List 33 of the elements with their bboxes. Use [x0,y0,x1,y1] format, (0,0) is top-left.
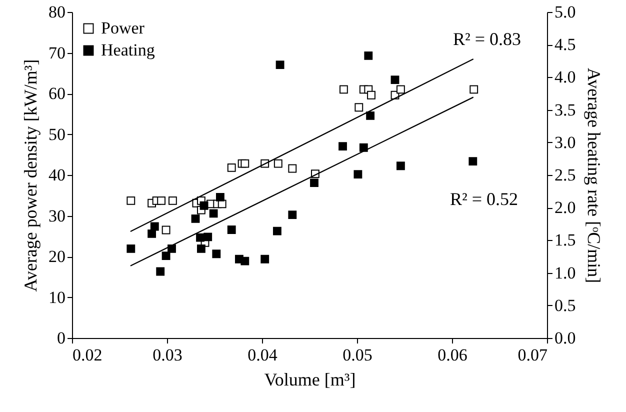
y2-tick-label: 3.0 [554,132,576,152]
y2-tick-label: 1.5 [554,230,576,250]
x-tick-label: 0.05 [342,346,372,364]
legend-label: Power [101,18,145,38]
y-tick-label: 80 [48,2,66,22]
y-axis-title: Average power density [kW/m³] [20,59,40,292]
x-tick-label: 0.06 [438,346,468,364]
y2-tick-label: 2.5 [554,166,576,184]
y-tick-label: 0 [57,328,66,348]
x-tick-label: 0.04 [248,346,278,364]
y2-tick-label: 5.0 [554,2,576,22]
y2-tick-label: 0.5 [554,296,576,315]
y-tick-label: 20 [48,247,66,266]
y-tick-label: 10 [48,288,66,307]
y2-tick-label: 4.0 [554,68,576,87]
y-tick-label: 30 [48,206,66,226]
x-tick-label: 0.03 [152,346,182,364]
y-tick-label: 50 [48,124,66,144]
y2-tick-label: 1.0 [554,263,576,282]
y2-tick-label: 4.5 [554,35,576,54]
y-tick-label: 40 [48,166,66,184]
annotation: R² = 0.52 [450,189,518,209]
y-tick-label: 70 [48,43,66,62]
y2-axis-title: Average heating rate [ᵒC/min] [584,68,604,284]
y-tick-label: 60 [48,84,66,103]
x-tick-label: 0.07 [518,346,548,364]
x-tick-label: 0.02 [72,346,102,364]
y2-tick-label: 2.0 [554,198,576,218]
annotation: R² = 0.83 [452,29,522,49]
y2-tick-label: 0.0 [554,328,576,348]
legend-label: Heating [101,40,156,60]
x-axis-title: Volume [m³] [264,370,356,390]
y2-tick-label: 3.5 [554,100,576,120]
